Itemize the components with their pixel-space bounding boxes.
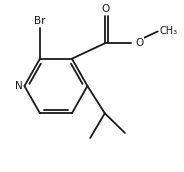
Text: Br: Br — [34, 16, 46, 26]
Text: O: O — [135, 38, 144, 48]
Text: O: O — [102, 4, 110, 14]
Text: CH₃: CH₃ — [159, 26, 177, 36]
Text: N: N — [15, 81, 22, 91]
